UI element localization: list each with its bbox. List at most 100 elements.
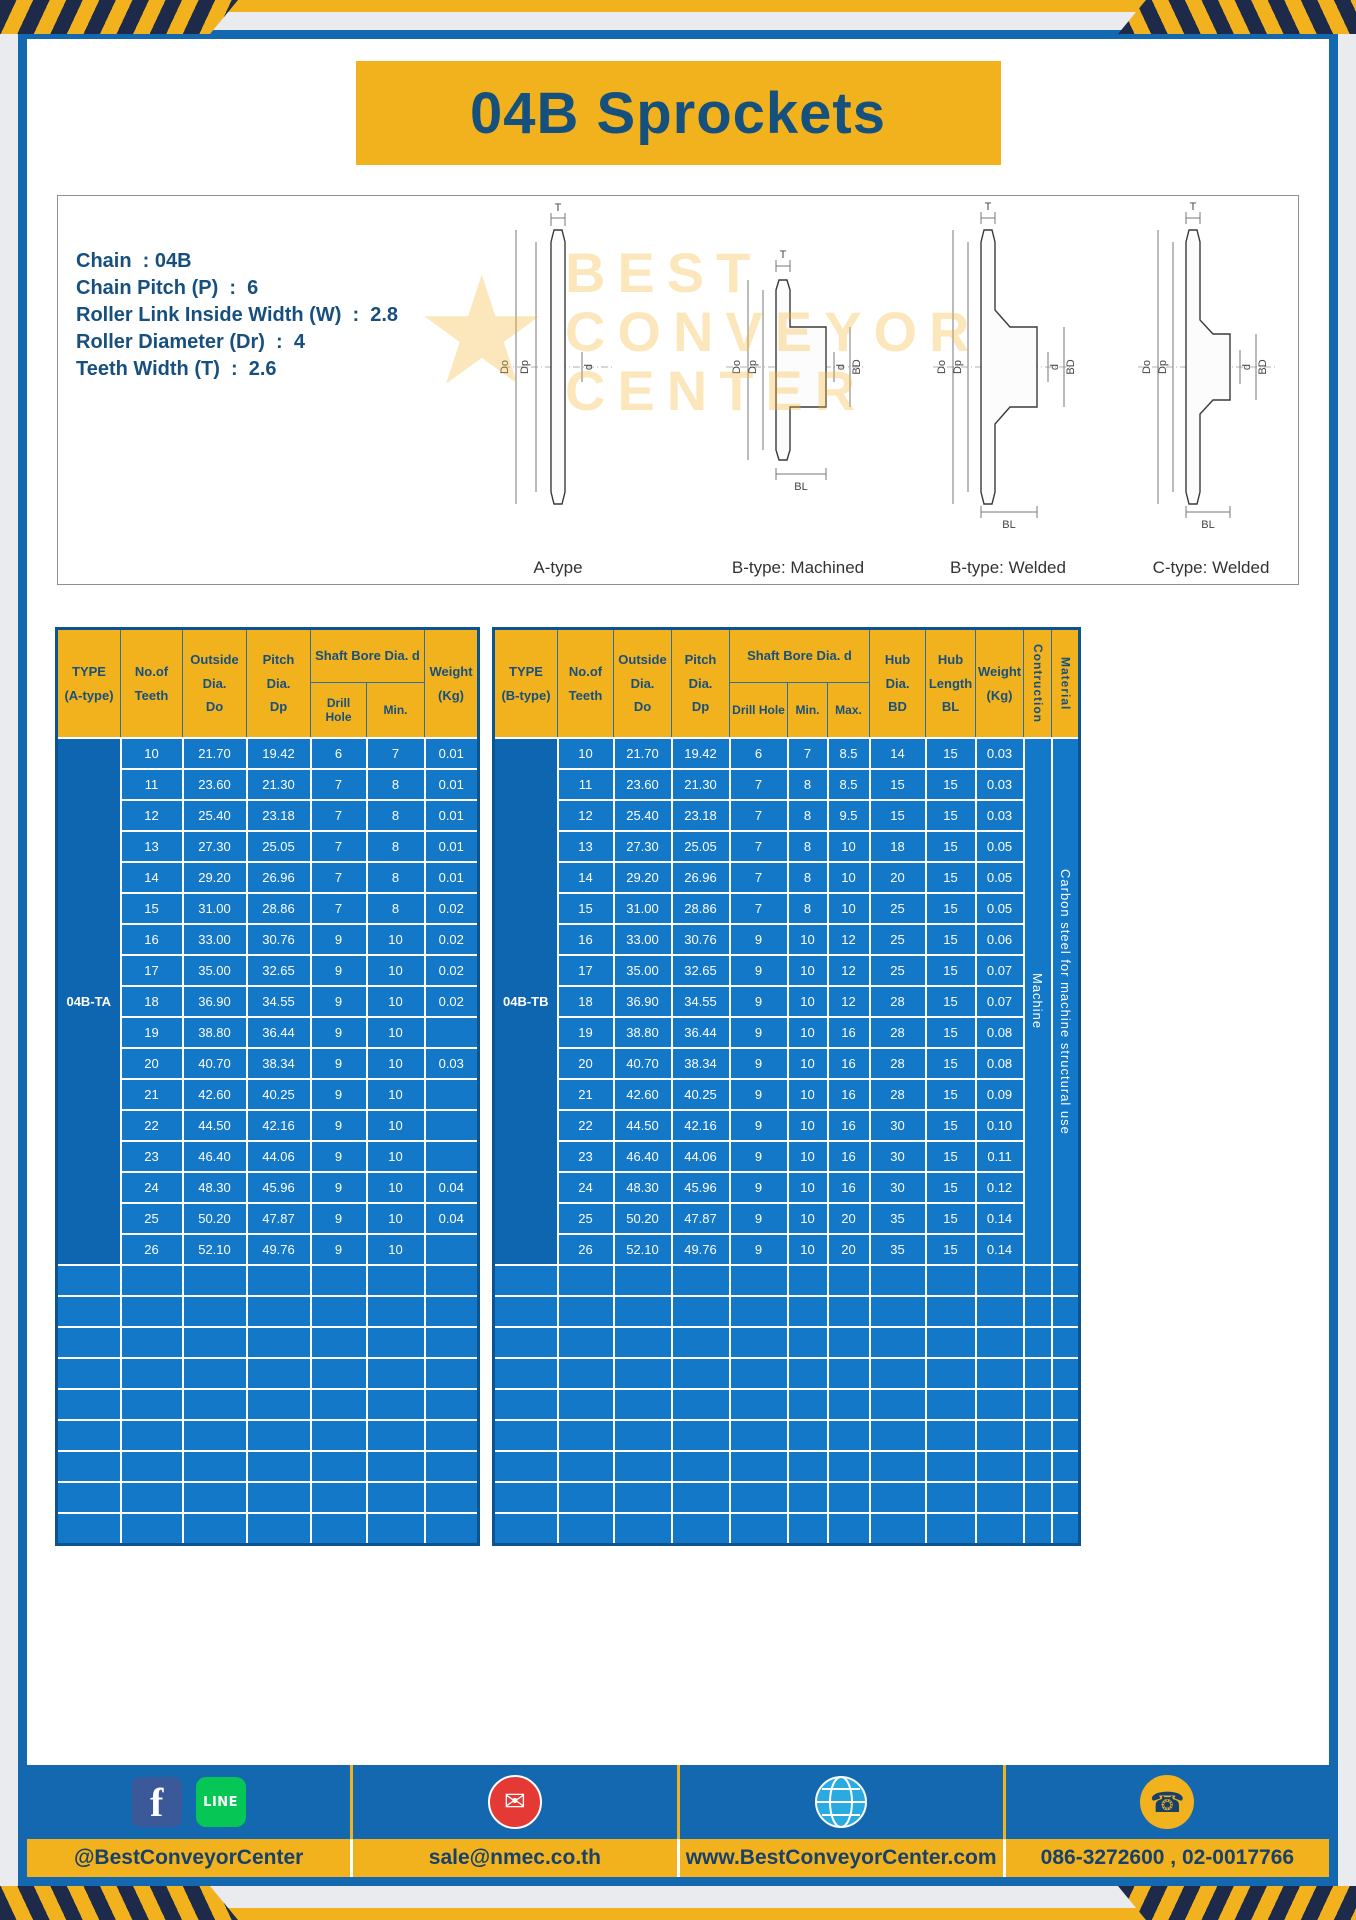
empty-cell — [119, 1326, 184, 1359]
cell: 25.40 — [181, 799, 248, 832]
line-icon[interactable]: LINE — [195, 1777, 246, 1827]
cell: 36.44 — [245, 1016, 312, 1049]
hazard-stripe-top-left — [0, 0, 238, 34]
globe-icon[interactable] — [814, 1775, 868, 1829]
cell: 46.40 — [181, 1140, 248, 1173]
cell: 31.00 — [612, 892, 673, 925]
cell: 16 — [826, 1078, 871, 1111]
cell: 40.25 — [670, 1078, 731, 1111]
dim-label-bl: BL — [1002, 519, 1015, 531]
table-b-type: TYPE (B-type) No.of Teeth Outside Dia. D… — [492, 627, 1082, 1546]
title-banner: 04B Sprockets — [355, 61, 1001, 165]
cell: 18 — [119, 985, 184, 1018]
empty-cell — [924, 1388, 977, 1421]
cell: 10 — [365, 1233, 426, 1266]
footer-website-label[interactable]: www.BestConveyorCenter.com — [676, 1839, 1003, 1877]
empty-cell — [55, 1295, 122, 1328]
footer-social-label[interactable]: @BestConveyorCenter — [73, 1846, 304, 1869]
empty-cell — [245, 1450, 312, 1483]
cell: 15 — [924, 1078, 977, 1111]
cell: 0.05 — [974, 830, 1025, 863]
cell: 42.60 — [612, 1078, 673, 1111]
cell: 48.30 — [181, 1171, 248, 1204]
cell: 9 — [309, 985, 368, 1018]
drawing-label-b-machined: B-type: Machined — [731, 558, 865, 577]
cell: 10 — [786, 985, 829, 1018]
empty-row — [492, 1388, 1081, 1421]
cell: 32.65 — [245, 954, 312, 987]
empty-cell — [309, 1481, 368, 1514]
cell: 26.96 — [245, 861, 312, 894]
empty-cell — [670, 1295, 731, 1328]
cell: 7 — [309, 799, 368, 832]
empty-cell — [309, 1419, 368, 1452]
footer-phone-label[interactable]: 086-3272600 , 02-0017766 — [1002, 1839, 1329, 1877]
cell: 10 — [365, 923, 426, 956]
empty-cell — [556, 1388, 615, 1421]
empty-cell — [826, 1419, 871, 1452]
cell: 22 — [119, 1109, 184, 1142]
empty-cell — [245, 1357, 312, 1390]
empty-cell — [670, 1326, 731, 1359]
dim-label-dp: Dp — [952, 360, 964, 374]
cell: 20 — [556, 1047, 615, 1080]
empty-cell — [181, 1357, 248, 1390]
empty-row — [55, 1450, 480, 1483]
dim-label-dp: Dp — [519, 360, 531, 374]
cell: 38.34 — [670, 1047, 731, 1080]
empty-cell — [365, 1450, 426, 1483]
cell: 9 — [309, 1016, 368, 1049]
empty-cell — [728, 1388, 789, 1421]
footer-social-section: f LINE — [27, 1765, 350, 1839]
empty-cell — [612, 1388, 673, 1421]
page-frame: 04B Sprockets Chain : 04B Chain Pitch (P… — [18, 30, 1338, 1886]
cell: 15 — [924, 1047, 977, 1080]
cell: 32.65 — [670, 954, 731, 987]
header-hub-dia-b: Hub Dia. BD — [869, 628, 927, 739]
empty-cell — [1050, 1295, 1081, 1328]
drawing-panel: Chain : 04B Chain Pitch (P) : 6 Roller L… — [57, 195, 1299, 585]
footer-website-section — [676, 1765, 1003, 1839]
table-row: 13 27.30 25.05 7 8 0.01 — [57, 830, 480, 863]
header-weight-b: Weight (Kg) — [975, 628, 1025, 739]
cell: 23 — [556, 1140, 615, 1173]
table-row: 16 33.00 30.76 9 10 12 25 15 0.06 — [494, 923, 1080, 956]
phone-icon[interactable]: ☎ — [1140, 1775, 1195, 1829]
cell — [423, 1233, 480, 1266]
dim-label-do: Do — [936, 360, 948, 374]
facebook-icon[interactable]: f — [131, 1777, 182, 1827]
empty-cell — [728, 1450, 789, 1483]
empty-cell — [55, 1450, 122, 1483]
empty-cell — [868, 1481, 927, 1514]
cell: 20 — [826, 1202, 871, 1235]
cell: 21 — [556, 1078, 615, 1111]
empty-cell — [55, 1264, 122, 1297]
drawing-b-type-machined: Do Dp d BD BL T — [726, 249, 863, 493]
footer-email-label[interactable]: sale@nmec.co.th — [350, 1839, 676, 1877]
cell: 21 — [119, 1078, 184, 1111]
cell: 45.96 — [245, 1171, 312, 1204]
cell: 9.5 — [826, 799, 871, 832]
cell: 0.06 — [974, 923, 1025, 956]
empty-cell — [728, 1481, 789, 1514]
cell: 21.70 — [612, 737, 673, 770]
cell: 10 — [786, 1078, 829, 1111]
hazard-stripe-bottom-left — [0, 1886, 238, 1920]
cell: 0.01 — [423, 768, 480, 801]
empty-row — [55, 1357, 480, 1390]
empty-cell — [1050, 1481, 1081, 1514]
cell: 15 — [924, 861, 977, 894]
cell: 9 — [309, 954, 368, 987]
cell: 24 — [119, 1171, 184, 1204]
cell: 15 — [924, 1016, 977, 1049]
empty-cell — [728, 1295, 789, 1328]
empty-cell — [670, 1388, 731, 1421]
empty-cell — [670, 1357, 731, 1390]
cell: 21.70 — [181, 737, 248, 770]
cell: 10 — [826, 892, 871, 925]
cell: 44.06 — [670, 1140, 731, 1173]
empty-cell — [245, 1481, 312, 1514]
email-icon[interactable]: ✉ — [487, 1775, 542, 1829]
empty-cell — [1022, 1450, 1053, 1483]
empty-cell — [786, 1326, 829, 1359]
